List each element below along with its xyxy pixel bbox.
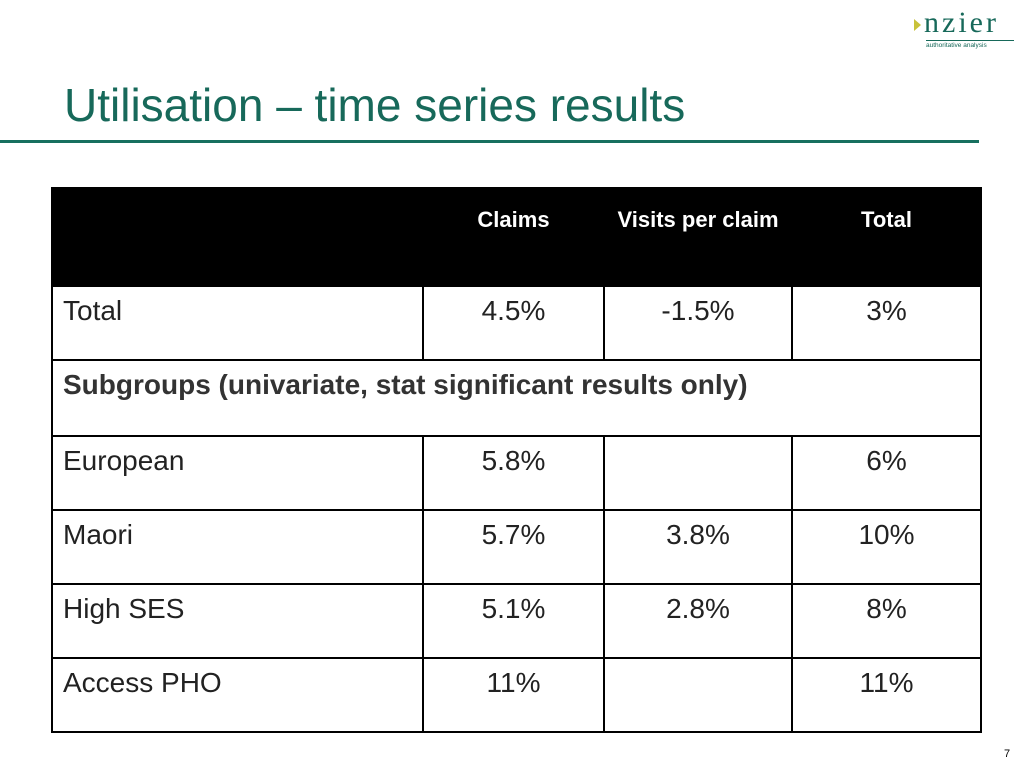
- results-table: Claims Visits per claim Total Total 4.5% -1.…: [51, 187, 982, 733]
- row-label: High SES: [51, 583, 424, 659]
- table-cell: 3%: [791, 285, 982, 361]
- table-row: Access PHO 11% 11%: [51, 657, 982, 733]
- table-cell: 11%: [791, 657, 982, 733]
- section-heading: Subgroups (univariate, stat significant …: [51, 359, 982, 437]
- table-row: European 5.8% 6%: [51, 435, 982, 511]
- slide-title: Utilisation – time series results: [64, 79, 686, 131]
- table-cell: 6%: [791, 435, 982, 511]
- table-cell: 4.5%: [422, 285, 605, 361]
- header-cell: Visits per claim: [603, 187, 793, 287]
- table-cell: -1.5%: [603, 285, 793, 361]
- table-cell: 5.1%: [422, 583, 605, 659]
- table-cell: 2.8%: [603, 583, 793, 659]
- row-label: Total: [51, 285, 424, 361]
- row-label: Maori: [51, 509, 424, 585]
- table-cell: 3.8%: [603, 509, 793, 585]
- title-rule: [0, 140, 979, 143]
- table-row: Total 4.5% -1.5% 3%: [51, 285, 982, 361]
- table-cell: 5.8%: [422, 435, 605, 511]
- table-row: High SES 5.1% 2.8% 8%: [51, 583, 982, 659]
- header-cell: Total: [791, 187, 982, 287]
- logo-tagline: authoritative analysis: [926, 42, 987, 49]
- header-row: Claims Visits per claim Total: [51, 187, 982, 287]
- table-row: Maori 5.7% 3.8% 10%: [51, 509, 982, 585]
- row-label: European: [51, 435, 424, 511]
- logo-name: nzier: [924, 6, 999, 39]
- logo-mark: [914, 19, 921, 31]
- table-cell: 10%: [791, 509, 982, 585]
- header-cell: [51, 187, 424, 287]
- logo: nzier authoritative analysis: [912, 6, 1016, 50]
- row-label: Access PHO: [51, 657, 424, 733]
- table-cell: [603, 435, 793, 511]
- table-cell: 11%: [422, 657, 605, 733]
- table-cell: 8%: [791, 583, 982, 659]
- header-cell: Claims: [422, 187, 605, 287]
- page-number: 7: [1004, 748, 1011, 760]
- table-cell: 5.7%: [422, 509, 605, 585]
- logo-rule: [926, 40, 1014, 41]
- table-cell: [603, 657, 793, 733]
- section-row: Subgroups (univariate, stat significant …: [51, 359, 982, 437]
